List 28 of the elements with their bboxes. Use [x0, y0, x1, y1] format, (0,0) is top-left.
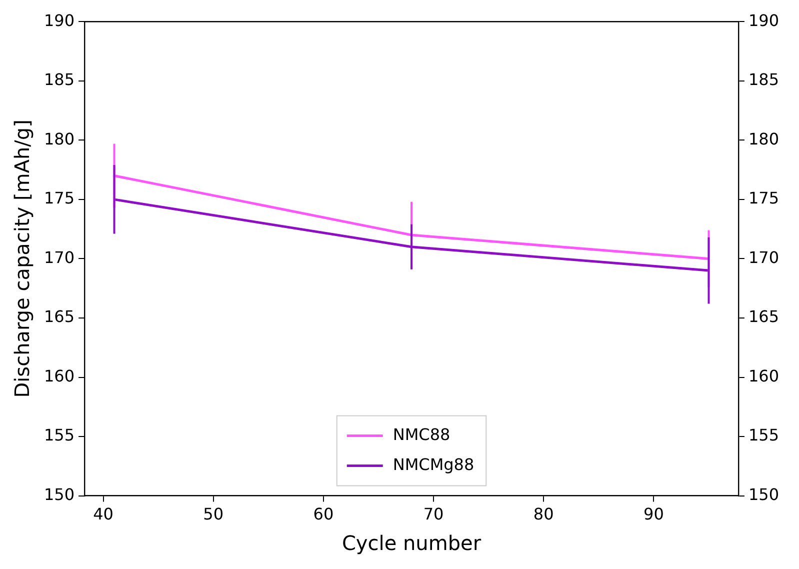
- y2-tick-label: 185: [748, 70, 780, 90]
- y2-tick-label: 150: [748, 484, 780, 504]
- y-tick-label: 190: [44, 10, 75, 30]
- y-tick-label: 170: [44, 248, 75, 267]
- x-tick-label: 40: [93, 504, 114, 524]
- x-tick-label: 50: [203, 504, 224, 524]
- x-tick-label: 60: [313, 504, 334, 524]
- y2-tick-label: 190: [748, 10, 780, 30]
- y2-tick-label: 165: [748, 307, 780, 326]
- y-tick-label: 185: [44, 70, 75, 90]
- x-axis-title: Cycle number: [342, 531, 482, 556]
- y-tick-label: 155: [44, 426, 75, 445]
- legend-label: NMCMg88: [392, 454, 474, 474]
- y-tick-label: 160: [44, 366, 75, 386]
- y-tick-label: 175: [44, 188, 75, 208]
- y2-tick-label: 160: [748, 366, 780, 386]
- y-tick-label: 165: [44, 307, 75, 326]
- y2-tick-label: 170: [748, 248, 780, 267]
- x-tick-label: 70: [423, 504, 444, 524]
- y-axis-title: Discharge capacity [mAh/g]: [10, 120, 34, 398]
- legend-label: NMC88: [392, 424, 450, 444]
- x-tick-label: 80: [533, 504, 554, 524]
- y2-tick-label: 155: [748, 426, 780, 445]
- x-tick-label: 90: [644, 504, 664, 524]
- y2-tick-label: 175: [748, 188, 780, 208]
- y-tick-label: 150: [44, 484, 75, 504]
- y-tick-label: 180: [44, 129, 75, 148]
- y2-tick-label: 180: [748, 129, 780, 148]
